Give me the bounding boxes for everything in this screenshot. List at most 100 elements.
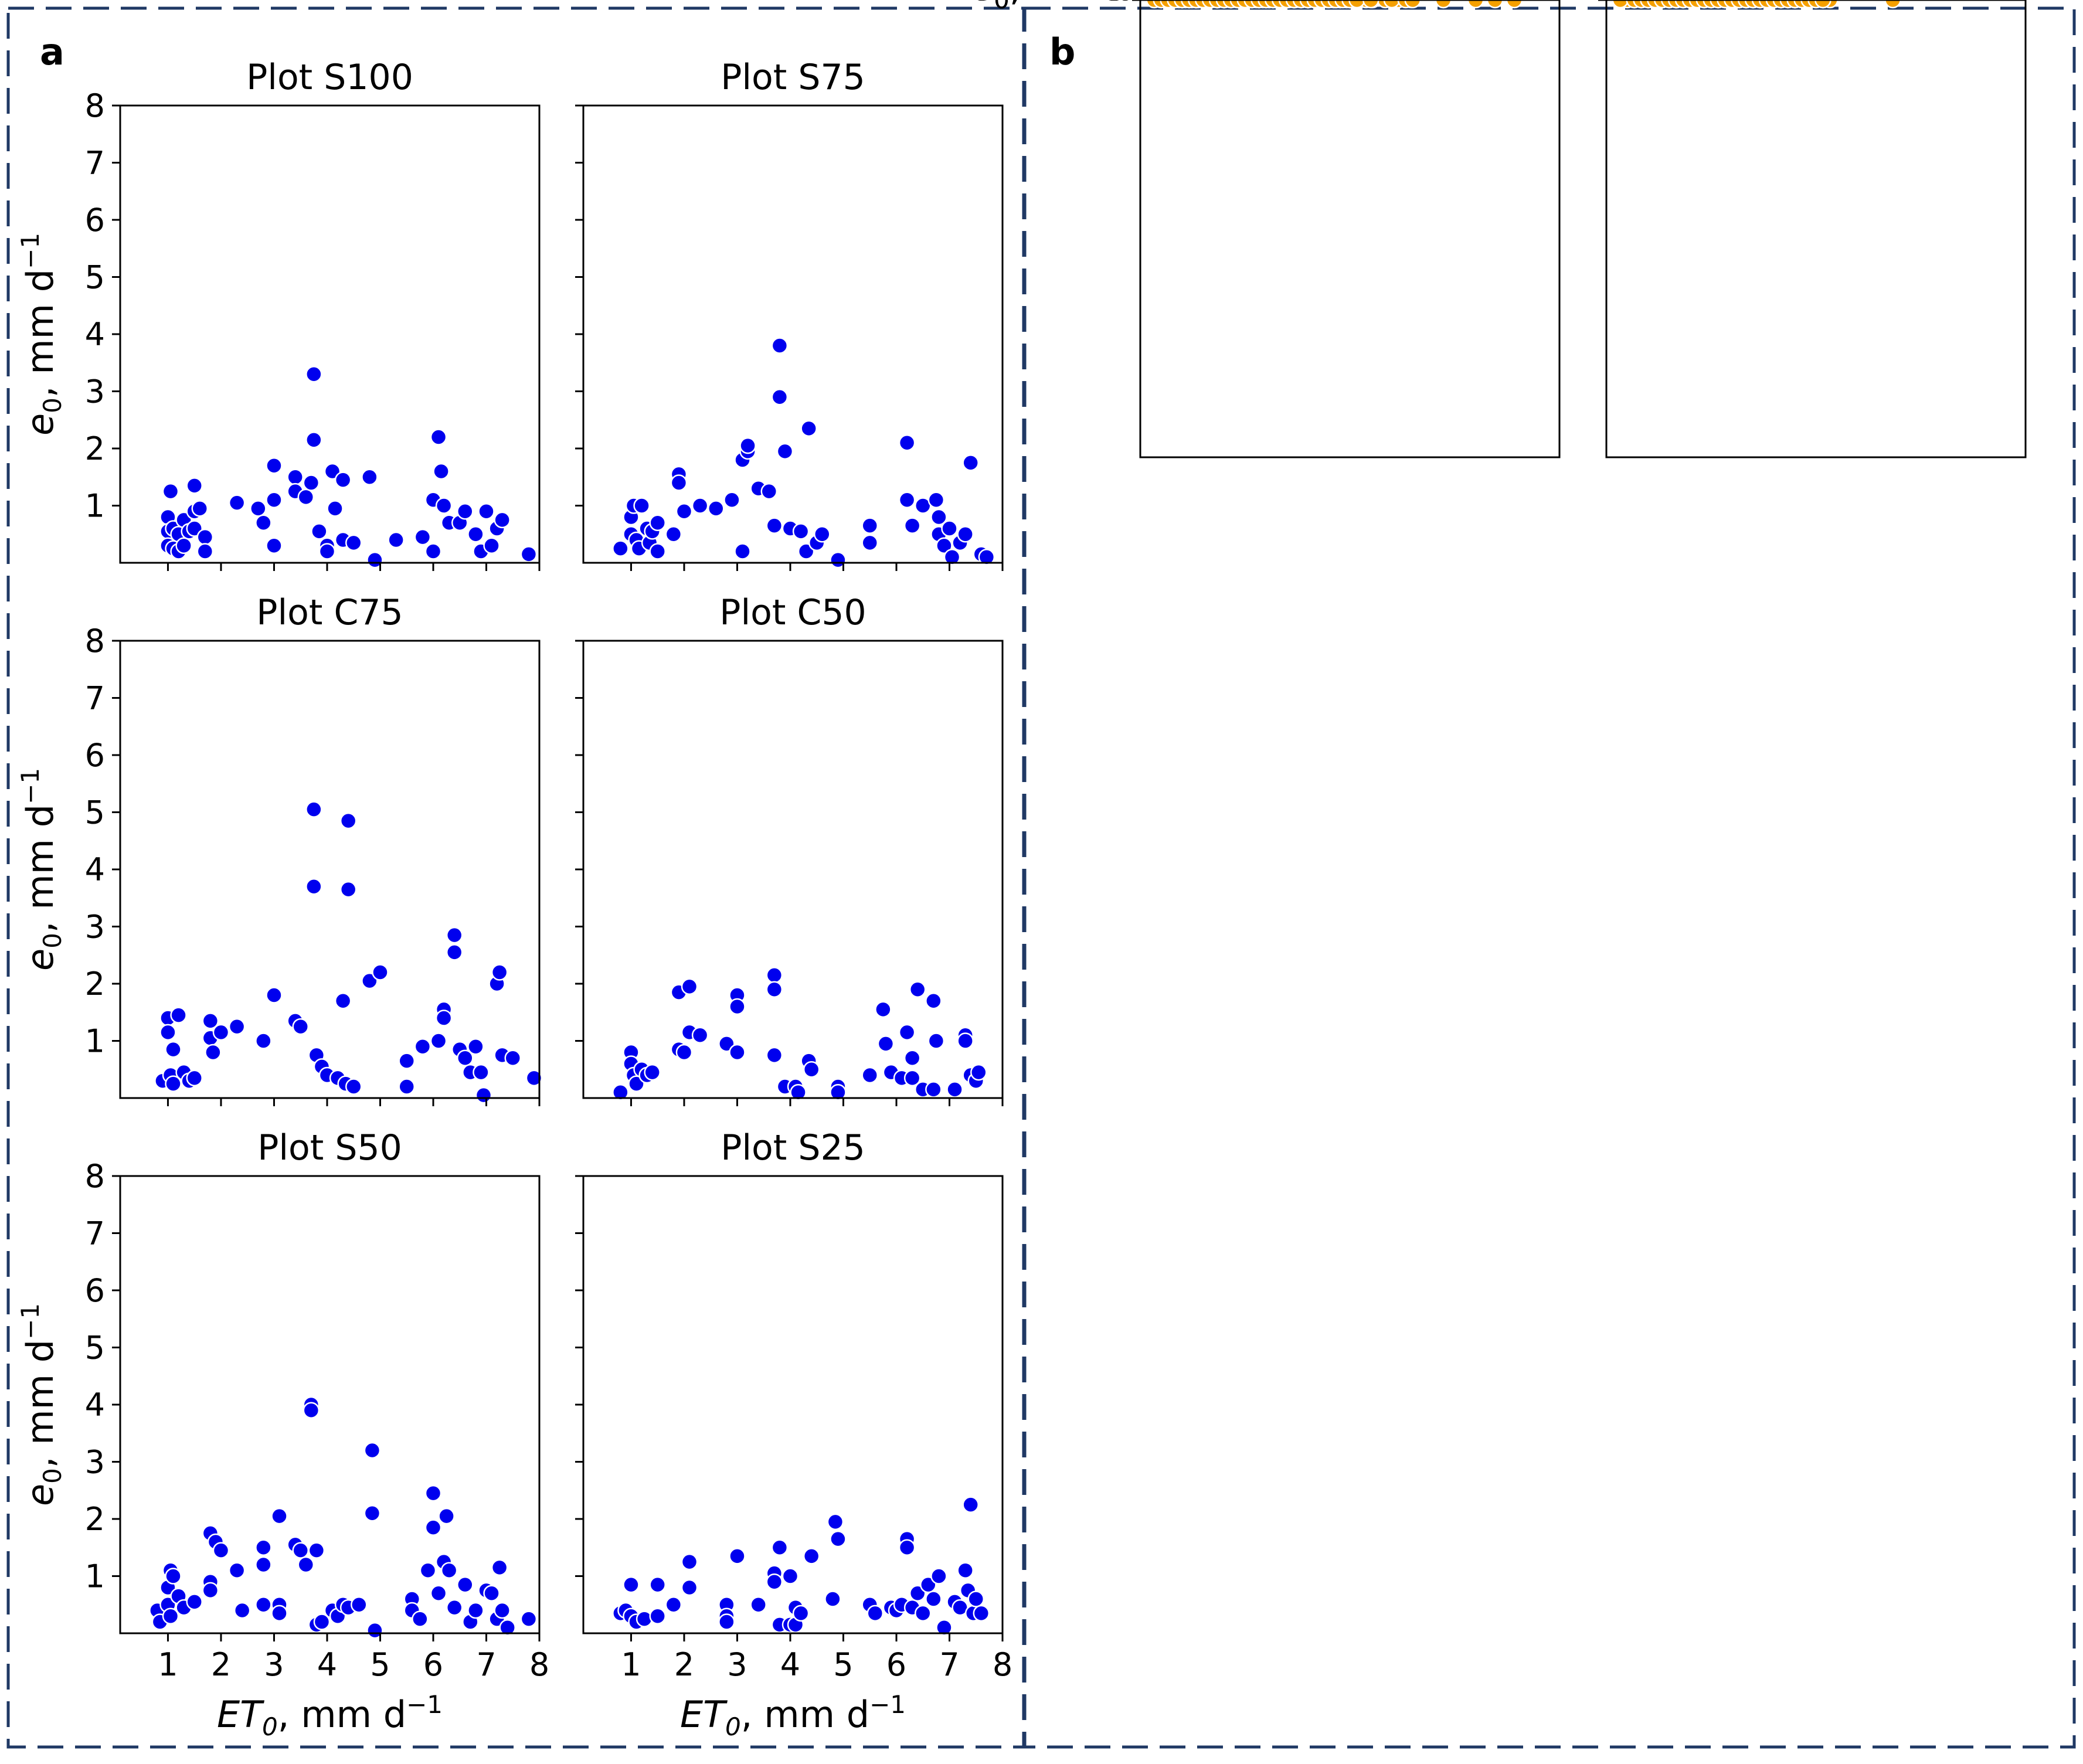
data-point <box>1467 0 1484 9</box>
data-point <box>287 468 304 485</box>
y-tick-label: 2 <box>85 1501 105 1538</box>
data-point <box>433 463 450 480</box>
data-point <box>973 1605 990 1622</box>
data-point <box>159 1024 176 1041</box>
x-tick-label: 2 <box>211 1646 231 1683</box>
data-point <box>633 497 650 514</box>
data-point <box>446 926 463 944</box>
data-point <box>875 1001 892 1018</box>
data-point <box>914 1605 932 1622</box>
data-point <box>691 1027 709 1044</box>
panel-a-frame <box>6 6 1025 1749</box>
data-point <box>494 1602 511 1619</box>
y-tick-label: 4 <box>85 1386 105 1423</box>
data-point <box>1362 0 1379 9</box>
data-point <box>766 1046 783 1064</box>
data-point <box>771 337 789 354</box>
data-point <box>372 964 389 981</box>
data-point <box>927 1032 945 1049</box>
data-point <box>303 1402 320 1419</box>
data-point <box>305 366 322 383</box>
data-point <box>681 1579 698 1596</box>
data-point <box>424 1484 442 1502</box>
data-point <box>255 514 272 531</box>
data-point <box>898 434 916 451</box>
x-tick-label: 2 <box>674 1646 694 1683</box>
data-point <box>946 1081 963 1098</box>
subplot-title: Plot C75 <box>256 592 403 633</box>
data-point <box>165 1075 182 1092</box>
data-point <box>967 1590 984 1607</box>
data-point <box>1612 0 1629 9</box>
axes-frame <box>582 1175 1004 1634</box>
data-point <box>936 537 953 554</box>
data-point <box>830 1530 847 1548</box>
subplot-title: Plot S50 <box>257 1127 402 1168</box>
axes-frame <box>1605 0 2027 458</box>
data-point <box>675 503 693 520</box>
data-point <box>739 437 756 454</box>
data-point <box>162 482 179 500</box>
data-point <box>165 1041 182 1058</box>
y-tick-label: 6 <box>1105 0 1125 8</box>
y-axis-label: e0, mm d−1 <box>971 0 1174 14</box>
data-point <box>366 551 383 569</box>
data-point <box>830 551 847 569</box>
x-tick-label: 8 <box>529 1646 549 1683</box>
data-point <box>446 944 463 961</box>
y-tick-label: 7 <box>85 145 105 182</box>
data-point <box>665 526 682 543</box>
data-point <box>962 454 979 471</box>
data-point <box>483 537 500 554</box>
data-point <box>308 1542 325 1559</box>
y-tick-label: 5 <box>1105 0 1125 8</box>
y-tick-label: 6 <box>1105 0 1125 8</box>
data-point <box>175 537 192 554</box>
data-point <box>898 491 916 508</box>
axes-frame <box>1139 0 1561 458</box>
data-point <box>729 1548 746 1565</box>
y-tick-label: 2 <box>1105 0 1125 8</box>
data-point <box>792 1605 810 1622</box>
data-point <box>205 1044 222 1061</box>
data-point <box>691 497 709 514</box>
y-tick-label: 4 <box>85 316 105 353</box>
data-point <box>457 503 474 520</box>
data-point <box>877 1035 895 1052</box>
data-point <box>941 520 958 537</box>
y-axis-label: e0, mm d−1 <box>16 1303 67 1506</box>
subplot-title: Plot C50 <box>719 592 866 633</box>
data-point <box>729 1044 746 1061</box>
data-point <box>255 1539 272 1556</box>
x-tick-label: 3 <box>727 1646 747 1683</box>
data-point <box>467 1038 484 1055</box>
data-point <box>612 1084 629 1101</box>
data-point <box>866 1605 884 1622</box>
y-tick-label: 4 <box>1105 0 1125 8</box>
data-point <box>467 526 484 543</box>
data-point <box>491 1559 508 1576</box>
data-point <box>424 543 442 560</box>
axes-frame <box>582 640 1004 1099</box>
data-point <box>936 1619 953 1636</box>
y-tick-label: 3 <box>1105 0 1125 8</box>
data-point <box>792 523 810 540</box>
y-tick-label: 5 <box>1105 0 1125 8</box>
data-point <box>305 878 322 895</box>
subplot-a-plot-c75: Plot C75 1 2 3 4 5 6 7 8 e0, mm d−1 <box>16 592 543 1106</box>
data-point <box>313 1613 331 1630</box>
x-tick-label: 5 <box>370 1646 390 1683</box>
data-point <box>814 526 831 543</box>
y-tick-label: 6 <box>85 737 105 774</box>
data-point <box>475 1086 492 1104</box>
data-point <box>446 1599 463 1616</box>
subplot-a-plot-c50: Plot C50 <box>575 592 1004 1106</box>
data-point <box>723 491 740 508</box>
data-point <box>467 1602 484 1619</box>
scatter-points <box>1146 0 1421 9</box>
data-point <box>311 523 328 540</box>
data-point <box>412 1610 429 1627</box>
data-point <box>670 474 688 491</box>
data-point <box>649 543 666 560</box>
data-point <box>1383 0 1401 9</box>
